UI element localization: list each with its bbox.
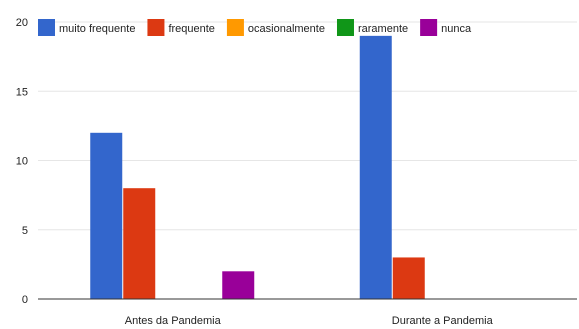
legend-swatch xyxy=(227,19,244,36)
bar xyxy=(393,257,425,299)
bar xyxy=(90,133,122,299)
legend-label: nunca xyxy=(441,23,472,35)
legend-swatch xyxy=(420,19,437,36)
bar xyxy=(222,271,254,299)
legend-label: frequente xyxy=(168,23,214,35)
y-tick-label: 0 xyxy=(22,294,28,306)
y-tick-label: 10 xyxy=(16,156,28,168)
y-tick-label: 5 xyxy=(22,225,28,237)
legend-label: raramente xyxy=(358,23,408,35)
legend-swatch xyxy=(147,19,164,36)
bars xyxy=(90,36,425,299)
bar xyxy=(360,36,392,299)
legend-swatch xyxy=(337,19,354,36)
x-tick-label: Antes da Pandemia xyxy=(125,315,222,327)
legend-label: ocasionalmente xyxy=(248,23,325,35)
y-tick-label: 20 xyxy=(16,17,28,29)
legend-label: muito frequente xyxy=(59,23,135,35)
x-tick-label: Durante a Pandemia xyxy=(392,315,494,327)
x-axis-labels: Antes da Pandemia Durante a Pandemia xyxy=(125,315,494,327)
bar xyxy=(123,188,155,299)
legend-swatch xyxy=(38,19,55,36)
y-tick-label: 15 xyxy=(16,86,28,98)
y-axis-ticks: 0 5 10 15 20 xyxy=(16,17,28,306)
